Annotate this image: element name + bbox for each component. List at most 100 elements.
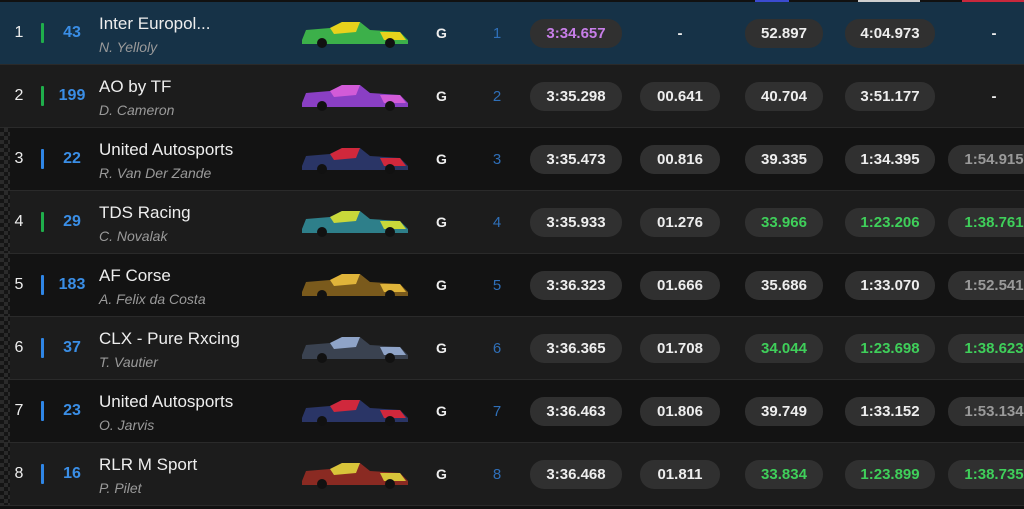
car-number: 37 [63,339,81,356]
position: 4 [14,213,24,230]
driver-name: N. Yelloly [99,39,158,55]
s1: 35.686 [745,271,823,300]
tyre: G [436,466,447,482]
timing-row: 4 29 TDS Racing C. Novalak G 4 3:35.933 01.276… [0,191,1024,254]
class-position: 8 [492,466,502,483]
class-position: 2 [492,88,502,105]
checker-edge [0,380,10,442]
timing-row: 5 183 AF Corse A. Felix da Costa G 5 3:36.323… [0,254,1024,317]
car-icon [302,85,408,111]
class-bar [41,338,44,358]
car-livery [300,396,410,431]
checker-edge [0,128,10,190]
class-bar [41,212,44,232]
car-livery [300,207,410,242]
gap: 01.806 [640,397,720,426]
s3: 1:38.623 [948,334,1024,363]
gap: - [677,25,683,42]
s2: 1:33.070 [845,271,935,300]
car-icon [302,211,408,237]
s3: 1:54.915 [948,145,1024,174]
s1: 33.966 [745,208,823,237]
car-number: 199 [58,87,86,104]
driver-name: P. Pilet [99,480,142,496]
car-icon [302,274,408,300]
position: 2 [14,87,24,104]
s2: 1:23.206 [845,208,935,237]
lap-time: 3:36.463 [530,397,622,426]
class-bar [41,275,44,295]
position: 6 [14,339,24,356]
timing-row: 6 37 CLX - Pure Rxcing T. Vautier G 6 3:36.36… [0,317,1024,380]
car-number: 29 [63,213,81,230]
tyre: G [436,151,447,167]
timing-row: 1 43 Inter Europol... N. Yelloly G 1 3:34.657… [0,2,1024,65]
s1: 52.897 [745,19,823,48]
class-bar [41,23,44,43]
checker-edge [0,191,10,253]
lap-time: 3:35.473 [530,145,622,174]
position: 3 [14,150,24,167]
driver-name: A. Felix da Costa [99,291,206,307]
position: 8 [14,465,24,482]
position: 5 [14,276,24,293]
team-name: United Autosports [99,392,234,411]
s1: 40.704 [745,82,823,111]
car-livery [300,270,410,305]
driver-name: D. Cameron [99,102,175,118]
car-livery [300,333,410,368]
class-position: 4 [492,214,502,231]
tyre: G [436,25,447,41]
tyre: G [436,214,447,230]
car-livery [300,144,410,179]
car-icon [302,463,408,489]
s1: 39.749 [745,397,823,426]
car-icon [302,148,408,174]
s2: 1:23.698 [845,334,935,363]
s2: 1:23.899 [845,460,935,489]
s3: 1:53.134 [948,397,1024,426]
car-icon [302,22,408,48]
flag-strip [755,0,789,3]
flag-strip [962,0,1024,3]
class-bar [41,149,44,169]
s2: 4:04.973 [845,19,935,48]
lap-time: 3:36.365 [530,334,622,363]
car-livery [300,459,410,494]
team-name: RLR M Sport [99,455,198,474]
class-position: 3 [492,151,502,168]
gap: 01.811 [640,460,720,489]
timing-row: 2 199 AO by TF D. Cameron G 2 3:35.298 00.641 4… [0,65,1024,128]
car-icon [302,400,408,426]
team-name: AF Corse [99,266,171,285]
s2: 3:51.177 [845,82,935,111]
s1: 34.044 [745,334,823,363]
class-bar [41,401,44,421]
s3: - [991,25,997,42]
lap-time: 3:34.657 [530,19,622,48]
lap-time: 3:35.933 [530,208,622,237]
class-position: 5 [492,277,502,294]
s3: 1:52.541 [948,271,1024,300]
class-bar [41,464,44,484]
lap-time: 3:35.298 [530,82,622,111]
car-number: 183 [58,276,86,293]
s3: 1:38.761 [948,208,1024,237]
lap-time: 3:36.468 [530,460,622,489]
team-name: United Autosports [99,140,234,159]
tyre: G [436,340,447,356]
checker-edge [0,443,10,505]
car-livery [300,18,410,53]
checker-edge [0,254,10,316]
tyre: G [436,403,447,419]
car-number: 43 [63,24,81,41]
tyre: G [436,277,447,293]
s2: 1:34.395 [845,145,935,174]
gap: 01.708 [640,334,720,363]
car-number: 22 [63,150,81,167]
team-name: AO by TF [99,77,172,96]
car-livery [300,81,410,116]
timing-row: 3 22 United Autosports R. Van Der Zande G 3 3… [0,128,1024,191]
s1: 33.834 [745,460,823,489]
